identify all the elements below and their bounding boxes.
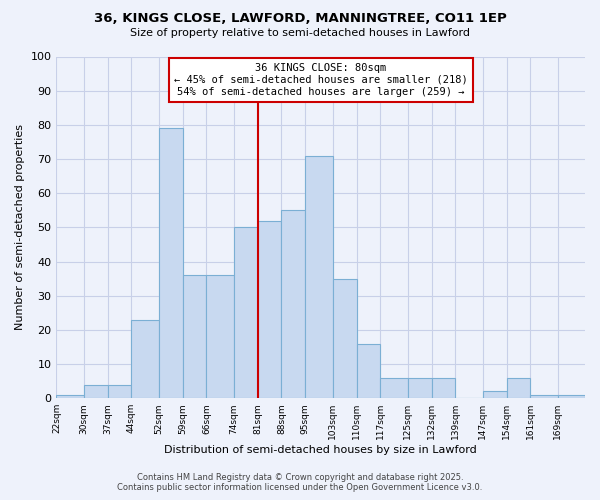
Bar [281,210,305,398]
Bar [305,156,332,398]
Text: Contains HM Land Registry data © Crown copyright and database right 2025.
Contai: Contains HM Land Registry data © Crown c… [118,473,482,492]
Bar [131,320,159,398]
Text: 36, KINGS CLOSE, LAWFORD, MANNINGTREE, CO11 1EP: 36, KINGS CLOSE, LAWFORD, MANNINGTREE, C… [94,12,506,26]
Bar [234,228,257,398]
Bar [56,395,83,398]
Bar [431,378,455,398]
Bar [206,275,234,398]
Bar [407,378,431,398]
Bar [107,384,131,398]
Bar [356,344,380,398]
Bar [332,278,356,398]
Text: Size of property relative to semi-detached houses in Lawford: Size of property relative to semi-detach… [130,28,470,38]
Bar [506,378,530,398]
X-axis label: Distribution of semi-detached houses by size in Lawford: Distribution of semi-detached houses by … [164,445,477,455]
Bar [530,395,558,398]
Bar [257,220,281,398]
Y-axis label: Number of semi-detached properties: Number of semi-detached properties [15,124,25,330]
Bar [159,128,182,398]
Bar [380,378,407,398]
Bar [482,392,506,398]
Bar [182,275,206,398]
Bar [558,395,585,398]
Text: 36 KINGS CLOSE: 80sqm
← 45% of semi-detached houses are smaller (218)
54% of sem: 36 KINGS CLOSE: 80sqm ← 45% of semi-deta… [174,64,467,96]
Bar [83,384,107,398]
